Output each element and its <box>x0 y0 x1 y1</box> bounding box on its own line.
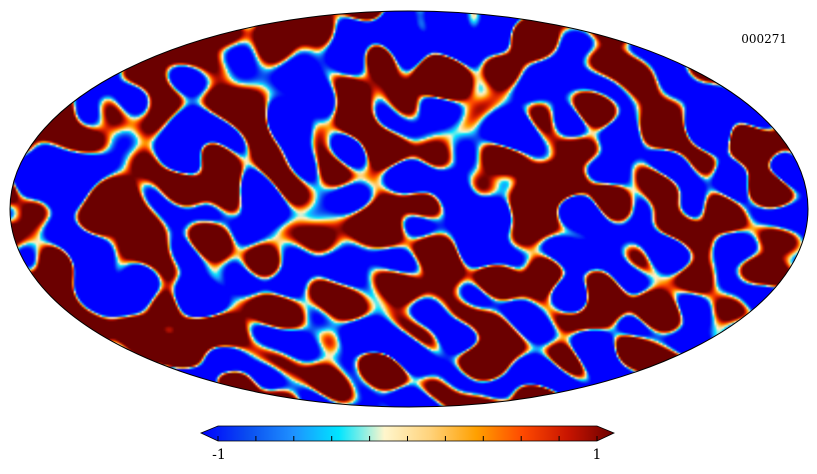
map-id-label: 000271 <box>741 32 787 46</box>
colorbar-min-label: -1 <box>212 447 226 463</box>
colorbar <box>200 425 615 442</box>
map-texture <box>10 11 808 407</box>
colorbar-max-label: 1 <box>592 447 602 463</box>
colorbar-ticks <box>217 436 598 441</box>
map-outline <box>9 10 809 408</box>
